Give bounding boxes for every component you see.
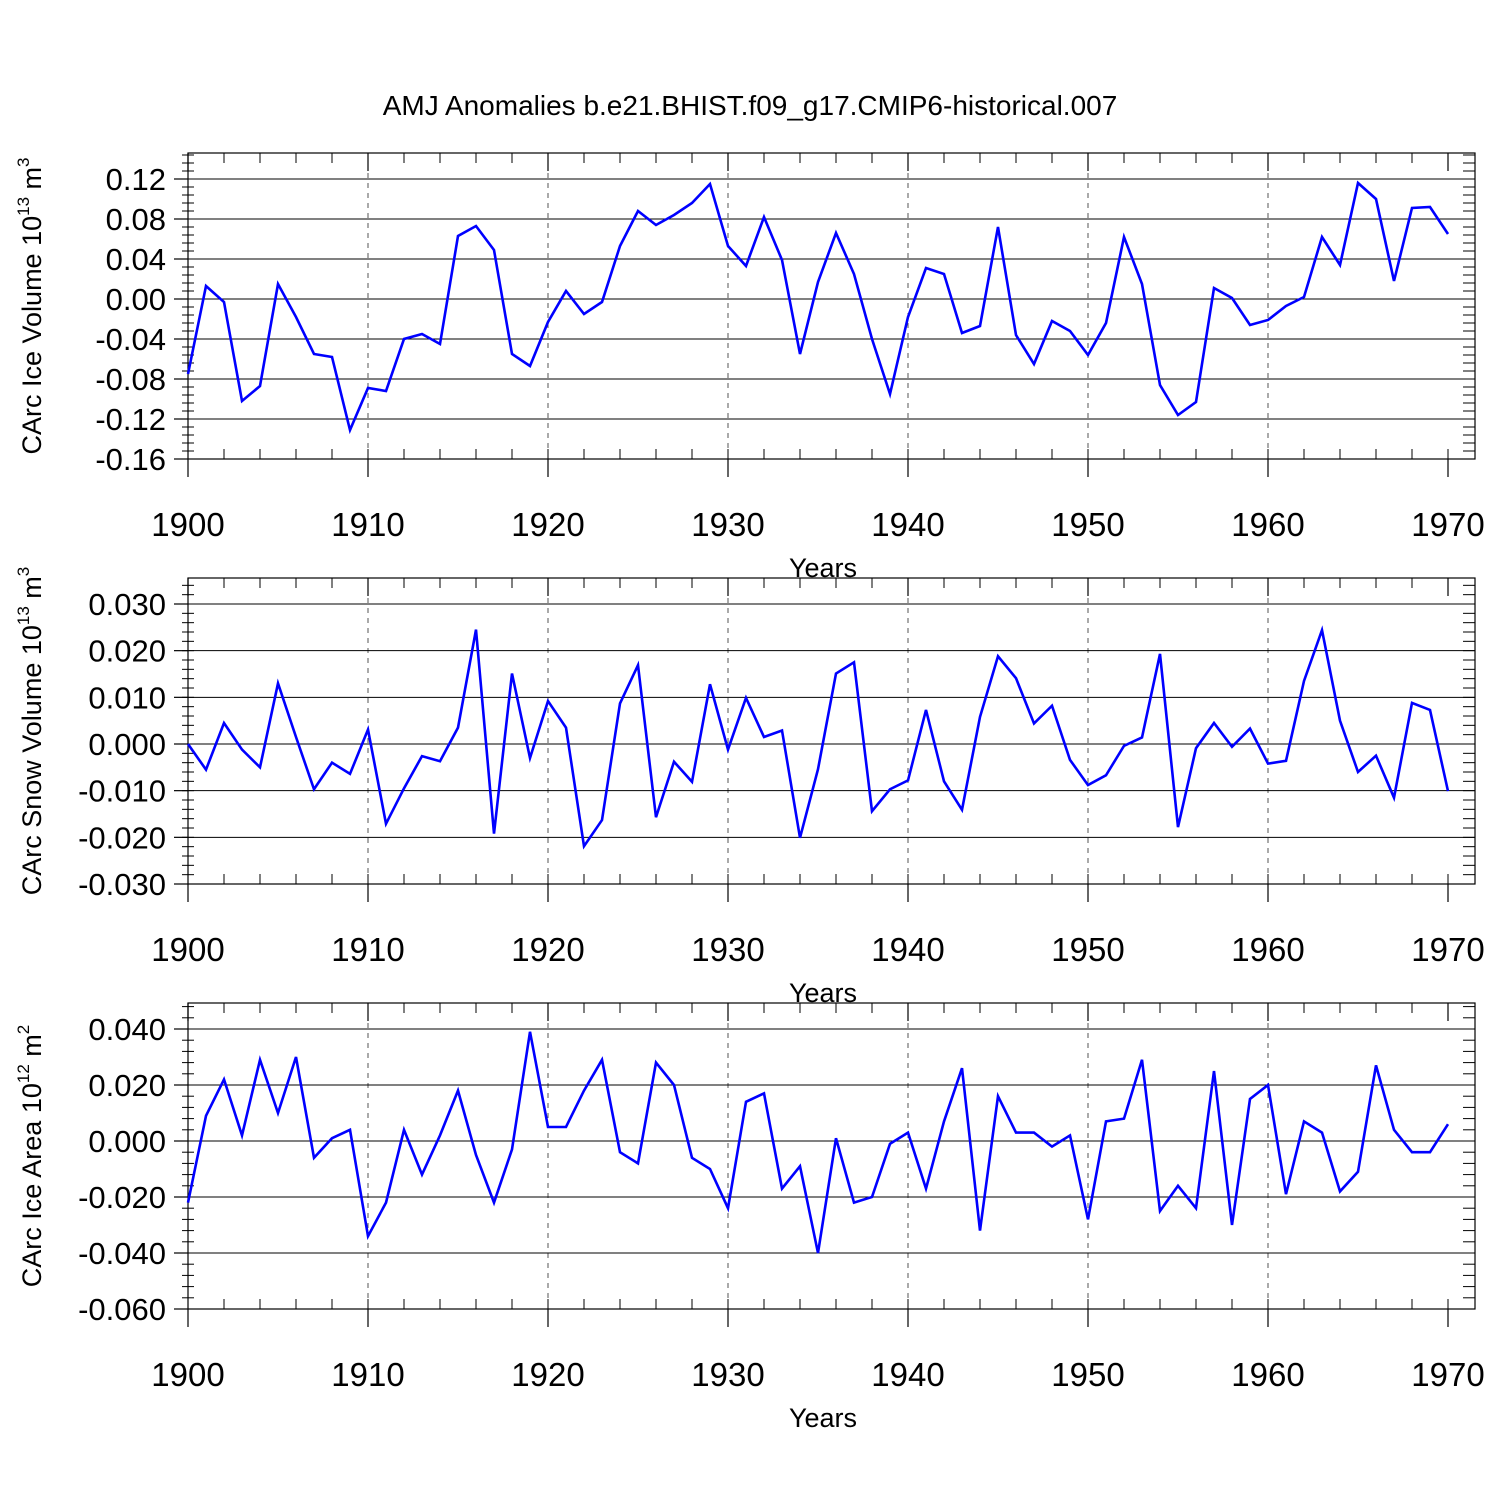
x-tick-label: 1920 bbox=[511, 931, 584, 968]
x-tick-label: 1940 bbox=[871, 1356, 944, 1393]
x-tick-label: 1940 bbox=[871, 506, 944, 543]
y-axis-label-main: CArc Snow Volume 10 bbox=[17, 625, 47, 895]
y-tick-label: -0.020 bbox=[78, 1180, 166, 1215]
y-axis-label-unit-exponent: 2 bbox=[14, 1025, 33, 1034]
x-tick-label: 1920 bbox=[511, 506, 584, 543]
y-tick-label: 0.030 bbox=[88, 587, 166, 622]
x-tick-label: 1900 bbox=[151, 931, 224, 968]
x-tick-label: 1930 bbox=[691, 506, 764, 543]
y-tick-label: -0.020 bbox=[78, 820, 166, 855]
x-tick-label: 1930 bbox=[691, 1356, 764, 1393]
panel-2: -0.030 -0.020 -0.010 0.000 0.010 0.020 0.030 19… bbox=[14, 567, 1485, 1008]
x-tick-label: 1960 bbox=[1231, 1356, 1304, 1393]
x-tick-label: 1950 bbox=[1051, 931, 1124, 968]
y-axis-label: CArc Ice Area 1012 m2 bbox=[14, 1025, 47, 1288]
y-tick-label: 0.08 bbox=[106, 202, 166, 237]
x-axis-label: Years bbox=[789, 1403, 857, 1433]
y-tick-label: -0.08 bbox=[95, 362, 166, 397]
y-tick-label: -0.04 bbox=[95, 322, 166, 357]
x-tick-label: 1900 bbox=[151, 506, 224, 543]
y-tick-label: -0.16 bbox=[95, 442, 166, 477]
x-tick-label: 1930 bbox=[691, 931, 764, 968]
y-tick-label: -0.12 bbox=[95, 402, 166, 437]
panel-1: -0.16 -0.12 -0.08 -0.04 0.00 0.04 0.08 0.12 1900… bbox=[14, 152, 1485, 583]
y-tick-label: -0.010 bbox=[78, 774, 166, 809]
x-tick-label: 1960 bbox=[1231, 506, 1304, 543]
y-axis-label-unit: m bbox=[17, 576, 47, 606]
y-tick-label: 0.040 bbox=[88, 1012, 166, 1047]
y-tick-label: -0.060 bbox=[78, 1292, 166, 1327]
y-tick-label: 0.04 bbox=[106, 242, 166, 277]
y-axis-label-exponent: 12 bbox=[14, 1064, 33, 1083]
series-line bbox=[186, 1031, 1450, 1254]
x-tick-label: 1900 bbox=[151, 1356, 224, 1393]
x-tick-label: 1970 bbox=[1411, 1356, 1484, 1393]
x-tick-label: 1960 bbox=[1231, 931, 1304, 968]
y-axis-label-unit: m bbox=[17, 1034, 47, 1064]
x-tick-label: 1940 bbox=[871, 931, 944, 968]
y-axis-label-main: CArc Ice Area 10 bbox=[17, 1083, 47, 1287]
plot-frame bbox=[187, 1002, 1476, 1310]
y-tick-label: 0.020 bbox=[88, 1068, 166, 1103]
x-tick-label: 1970 bbox=[1411, 506, 1484, 543]
x-tick-label: 1950 bbox=[1051, 506, 1124, 543]
x-tick-label: 1950 bbox=[1051, 1356, 1124, 1393]
y-axis-label: CArc Snow Volume 1013 m3 bbox=[14, 567, 47, 896]
x-tick-label: 1910 bbox=[331, 931, 404, 968]
y-tick-label: 0.000 bbox=[88, 727, 166, 762]
y-tick-label: -0.030 bbox=[78, 867, 166, 902]
y-tick-label: 0.010 bbox=[88, 680, 166, 715]
x-tick-label: 1970 bbox=[1411, 931, 1484, 968]
y-axis-label: CArc Ice Volume 1013 m3 bbox=[14, 157, 47, 454]
y-axis-label-unit-exponent: 3 bbox=[14, 157, 33, 166]
series-line bbox=[186, 625, 1450, 850]
plot-frame bbox=[187, 577, 1476, 885]
chart-title: AMJ Anomalies b.e21.BHIST.f09_g17.CMIP6-… bbox=[383, 90, 1118, 121]
y-tick-label: -0.040 bbox=[78, 1236, 166, 1271]
plot-frame bbox=[187, 152, 1476, 460]
x-tick-label: 1910 bbox=[331, 1356, 404, 1393]
y-axis-label-main: CArc Ice Volume 10 bbox=[17, 216, 47, 455]
y-axis-label-exponent: 13 bbox=[14, 606, 33, 625]
y-tick-label: 0.00 bbox=[106, 282, 166, 317]
x-tick-label: 1910 bbox=[331, 506, 404, 543]
y-tick-label: 0.020 bbox=[88, 634, 166, 669]
y-axis-label-unit-exponent: 3 bbox=[14, 567, 33, 576]
panel-3: -0.060 -0.040 -0.020 0.000 0.020 0.040 1900 191… bbox=[14, 1002, 1485, 1433]
chart-panels: -0.16 -0.12 -0.08 -0.04 0.00 0.04 0.08 0.12 1900… bbox=[14, 152, 1485, 1433]
series-line bbox=[186, 180, 1450, 435]
y-tick-label: 0.12 bbox=[106, 162, 166, 197]
y-tick-label: 0.000 bbox=[88, 1124, 166, 1159]
y-axis-label-unit: m bbox=[17, 167, 47, 197]
x-tick-label: 1920 bbox=[511, 1356, 584, 1393]
y-axis-label-exponent: 13 bbox=[14, 197, 33, 216]
